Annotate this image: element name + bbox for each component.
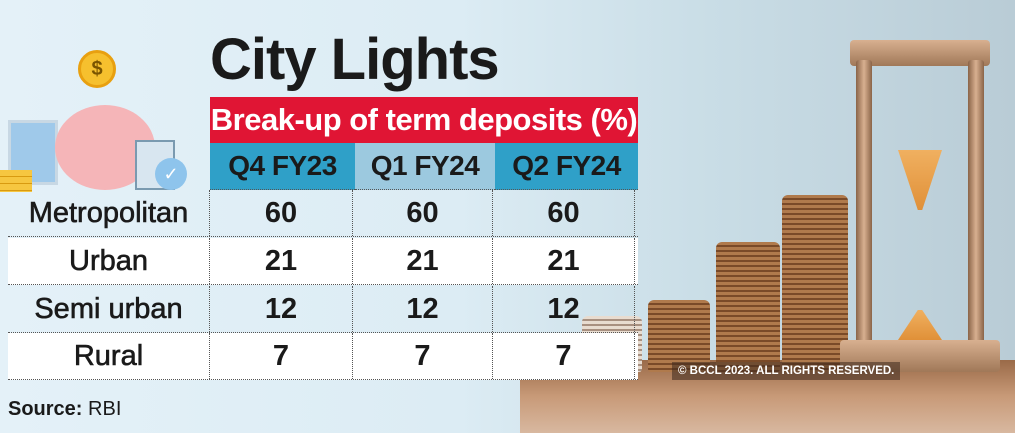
row-label: Urban — [8, 238, 210, 284]
table-row: Metropolitan 60 60 60 — [8, 190, 638, 237]
checkmark-icon: ✓ — [155, 158, 187, 190]
coin-stack-image — [648, 300, 710, 372]
table-cell: 21 — [353, 238, 493, 284]
copyright-notice: © BCCL 2023. ALL RIGHTS RESERVED. — [672, 362, 901, 380]
table-cell: 12 — [493, 286, 635, 332]
source-label: Source: — [8, 398, 83, 420]
row-label: Metropolitan — [8, 190, 210, 236]
column-header: Q2 FY24 — [495, 143, 638, 190]
source-note: Source: RBI — [8, 398, 121, 421]
row-label: Semi urban — [8, 286, 210, 332]
table-cell: 60 — [210, 190, 353, 236]
dollar-coin-icon: $ — [78, 50, 116, 88]
coin-stack-image — [782, 195, 848, 372]
source-value: RBI — [88, 398, 122, 420]
table-cell: 7 — [493, 333, 635, 379]
table-row: Semi urban 12 12 12 — [8, 286, 638, 333]
column-header: Q1 FY24 — [355, 143, 495, 190]
table-title: Break-up of term deposits (%) — [210, 97, 638, 143]
coin-stack-image — [716, 242, 780, 372]
row-label: Rural — [8, 333, 210, 379]
page-title: City Lights — [210, 27, 500, 92]
gold-bars-icon — [0, 170, 32, 192]
table-row: Rural 7 7 7 — [8, 333, 638, 380]
hourglass-image — [840, 40, 1000, 372]
table-cell: 7 — [210, 333, 353, 379]
chart-screen-icon — [8, 120, 58, 185]
table-cell: 21 — [210, 238, 353, 284]
table-cell: 12 — [210, 286, 353, 332]
table-cell: 21 — [493, 238, 635, 284]
column-header: Q4 FY23 — [210, 143, 355, 190]
table-row: Urban 21 21 21 — [8, 238, 638, 285]
table-cell: 60 — [353, 190, 493, 236]
table-cell: 12 — [353, 286, 493, 332]
table-cell: 7 — [353, 333, 493, 379]
table-cell: 60 — [493, 190, 635, 236]
